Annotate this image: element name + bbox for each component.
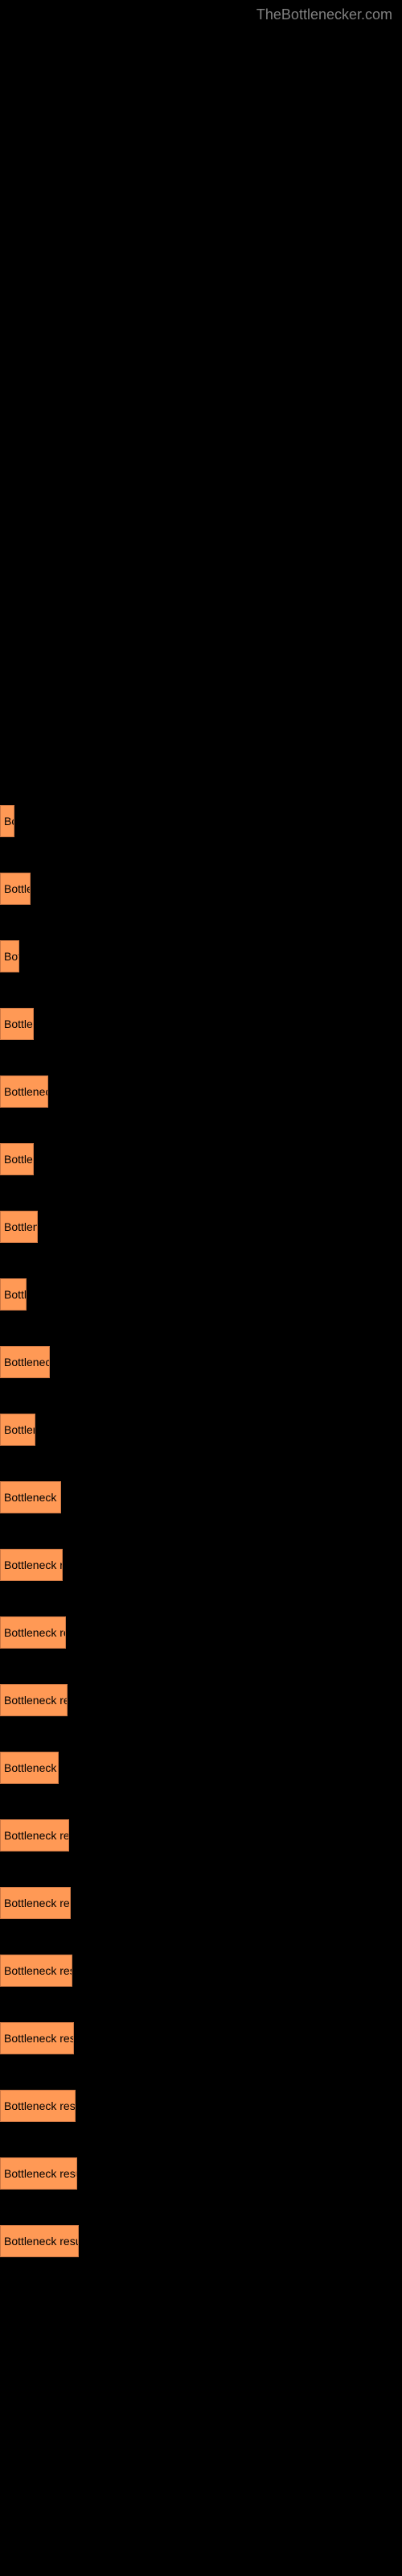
bar-row: Bottleneck result xyxy=(0,1616,402,1649)
bar: Bottlen xyxy=(0,873,31,905)
bar: Bottleneck resu xyxy=(0,1752,59,1784)
bar-row: Bottler xyxy=(0,1278,402,1311)
bar-row: Bottleneck result xyxy=(0,2022,402,2054)
bar-row: Bottleneck xyxy=(0,1211,402,1243)
bar-row: Bottlen xyxy=(0,873,402,905)
top-spacer xyxy=(0,0,402,805)
bar: Bottleneck xyxy=(0,1211,38,1243)
bar-row: Bottleneck result xyxy=(0,2090,402,2122)
bar: Bottleneck result xyxy=(0,2157,77,2190)
bar-row: Bottleneck re xyxy=(0,1346,402,1378)
bar: Bottleneck result xyxy=(0,2090,76,2122)
bar: Bottleneck result xyxy=(0,1549,63,1581)
bar: Bottlenec xyxy=(0,1143,34,1175)
watermark-text: TheBottlenecker.com xyxy=(256,6,392,23)
bar: Bottleneck result xyxy=(0,2225,79,2257)
bar: Bottler xyxy=(0,1278,27,1311)
bar: Bottlenec xyxy=(0,1008,34,1040)
bar-row: Bott xyxy=(0,940,402,972)
bar-row: Bottleneck result xyxy=(0,1887,402,1919)
bar: Bottleneck result xyxy=(0,1819,69,1852)
bar-row: Bottlenec xyxy=(0,1414,402,1446)
bar-row: Bottlenec xyxy=(0,1008,402,1040)
bar-row: Bottleneck result xyxy=(0,1819,402,1852)
bar: Bottleneck result xyxy=(0,2022,74,2054)
bar-row: Bottleneck result xyxy=(0,2157,402,2190)
bar: Bottleneck r xyxy=(0,1075,48,1108)
bar-row: Bottlenec xyxy=(0,1143,402,1175)
bar: Bott xyxy=(0,940,19,972)
bar-row: Bottleneck result xyxy=(0,1549,402,1581)
bar: Bottleneck result xyxy=(0,1955,72,1987)
bar-row: Bo xyxy=(0,805,402,837)
bar-row: Bottleneck result xyxy=(0,2225,402,2257)
bar: Bottleneck result xyxy=(0,1887,71,1919)
bar: Bottlenec xyxy=(0,1414,35,1446)
bar-row: Bottleneck resu xyxy=(0,1752,402,1784)
bar-row: Bottleneck result xyxy=(0,1481,402,1513)
bar-row: Bottleneck result xyxy=(0,1955,402,1987)
bar: Bottleneck result xyxy=(0,1616,66,1649)
bar-chart: Bo Bottlen Bott Bottlenec Bottleneck r Bottle… xyxy=(0,805,402,2257)
bar-row: Bottleneck result xyxy=(0,1684,402,1716)
bar: Bottleneck re xyxy=(0,1346,50,1378)
bar-row: Bottleneck r xyxy=(0,1075,402,1108)
bar: Bo xyxy=(0,805,14,837)
bar: Bottleneck result xyxy=(0,1481,61,1513)
bar: Bottleneck result xyxy=(0,1684,68,1716)
